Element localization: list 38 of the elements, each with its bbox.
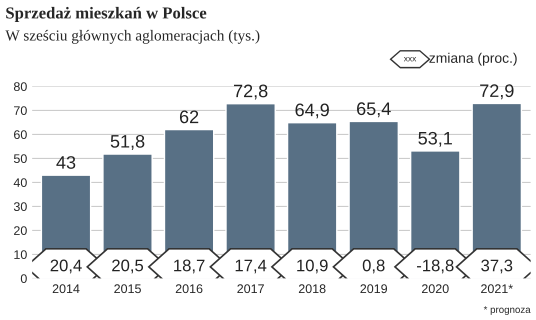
y-tick-label: 20 [14,226,27,236]
x-tick-label: 2015 [114,284,141,294]
x-tick-label: 2021* [481,284,513,294]
annotation: -18,8 [417,260,454,274]
data-label: 53,1 [418,132,452,147]
annotation: 0,8 [362,260,385,274]
chart-subtitle: W sześciu głównych aglomeracjach (tys.) [5,30,260,44]
annotation: 10,9 [297,260,328,274]
text: zmiana (proc.) [429,52,517,66]
y-tick-label: 10 [14,250,27,260]
y-tick-label: 70 [14,106,27,116]
annotation: 17,4 [236,260,266,274]
annotation: 18,7 [174,260,204,274]
x-tick-label: 2014 [52,284,80,294]
annotation: 20,4 [50,260,82,274]
data-label: 72,8 [234,84,268,100]
data-label: 51,8 [110,134,144,150]
y-tick-label: 30 [14,202,27,212]
text: xxx [404,56,416,62]
x-tick-label: 2020 [422,284,449,294]
text: * prognoza [484,306,531,315]
annotation: 20,5 [112,260,144,274]
y-tick-label: 80 [14,82,27,92]
y-tick-label: 0 [20,274,27,284]
x-tick-label: 2017 [237,284,264,294]
data-label: 65,4 [357,102,391,118]
data-label: 64,9 [296,104,329,118]
x-tick-label: 2016 [176,284,202,294]
annotation: 37,3 [481,260,512,274]
x-tick-label: 2018 [298,284,326,294]
data-label: 72,9 [480,84,514,100]
data-label: 62 [180,110,198,124]
x-tick-label: 2019 [360,284,388,294]
chart-title: Sprzedaż mieszkań w Polsce [6,6,206,22]
y-tick-label: 60 [14,130,27,140]
y-tick-label: 40 [14,178,27,188]
y-tick-label: 50 [14,154,27,164]
data-label: 43 [56,156,76,169]
